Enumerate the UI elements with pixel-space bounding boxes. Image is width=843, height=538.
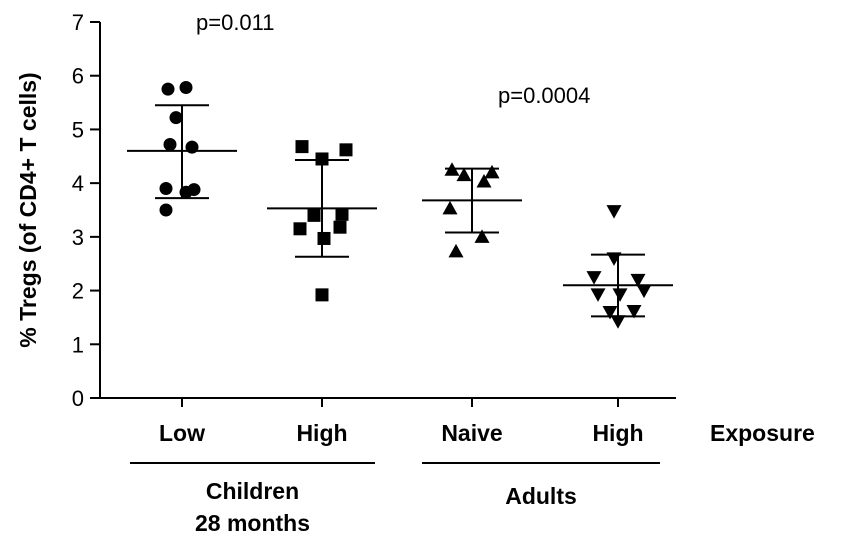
exposure-label: Exposure xyxy=(710,420,815,446)
data-point-triangle-up xyxy=(444,162,460,176)
y-axis: 0 1 2 3 4 5 6 7 xyxy=(72,10,101,411)
y-tick-label: 1 xyxy=(72,332,84,357)
annotations: p=0.011 p=0.0004 xyxy=(196,10,590,108)
data-point-triangle-down xyxy=(606,252,622,266)
data-point-circle xyxy=(179,81,193,95)
data-point-triangle-up xyxy=(442,200,458,215)
y-tick-label: 2 xyxy=(72,279,84,304)
data-point-circle xyxy=(179,185,193,199)
x-tick-label: Low xyxy=(159,420,205,446)
data-point-square xyxy=(293,222,307,236)
data-point-circle xyxy=(159,182,173,196)
data-point-circle xyxy=(185,140,199,154)
data-point-triangle-up xyxy=(476,174,492,188)
data-point-circle xyxy=(159,203,173,217)
data-point-triangle-up xyxy=(484,164,500,179)
p-value-annotation: p=0.0004 xyxy=(498,83,590,108)
data-point-circle xyxy=(163,137,177,151)
data-point-square xyxy=(315,288,329,302)
data-point-triangle-down xyxy=(590,288,606,302)
data-point-triangle-down xyxy=(636,284,652,299)
y-tick-label: 7 xyxy=(72,10,84,35)
plot-area xyxy=(127,81,673,329)
group-label: Adults xyxy=(505,483,577,509)
data-point-triangle-down xyxy=(602,306,618,320)
data-point-triangle-down xyxy=(612,288,628,302)
data-point-triangle-up xyxy=(448,243,464,258)
group-labels: Children 28 months Adults xyxy=(130,462,660,536)
x-tick-label: High xyxy=(296,420,347,446)
data-point-triangle-down xyxy=(586,271,602,285)
data-point-square xyxy=(333,220,347,234)
data-point-square xyxy=(335,207,349,221)
y-tick-label: 6 xyxy=(72,64,84,89)
group-label: Children xyxy=(206,478,299,504)
data-point-triangle-up xyxy=(474,229,490,243)
y-tick-label: 4 xyxy=(72,171,84,196)
data-point-square xyxy=(295,140,309,154)
data-point-triangle-up xyxy=(456,167,472,182)
y-tick-label: 3 xyxy=(72,225,84,250)
y-tick-label: 0 xyxy=(72,386,84,411)
data-point-square xyxy=(339,143,353,157)
x-tick-label: High xyxy=(592,420,643,446)
data-point-square xyxy=(307,208,321,222)
data-point-triangle-down xyxy=(630,273,646,288)
data-point-triangle-down xyxy=(626,304,642,319)
p-value-annotation: p=0.011 xyxy=(196,10,275,35)
y-axis-label: % Tregs (of CD4+ T cells) xyxy=(15,72,41,347)
data-point-square xyxy=(315,152,329,166)
data-point-circle xyxy=(161,82,175,96)
x-tick-label: Naive xyxy=(441,420,502,446)
y-tick-label: 5 xyxy=(72,117,84,142)
group-label: 28 months xyxy=(195,510,310,536)
data-point-circle xyxy=(169,111,183,125)
x-axis: Low High Naive High xyxy=(100,397,676,446)
data-point-triangle-down xyxy=(610,315,626,329)
data-point-square xyxy=(317,231,331,245)
data-point-triangle-down xyxy=(606,205,622,219)
